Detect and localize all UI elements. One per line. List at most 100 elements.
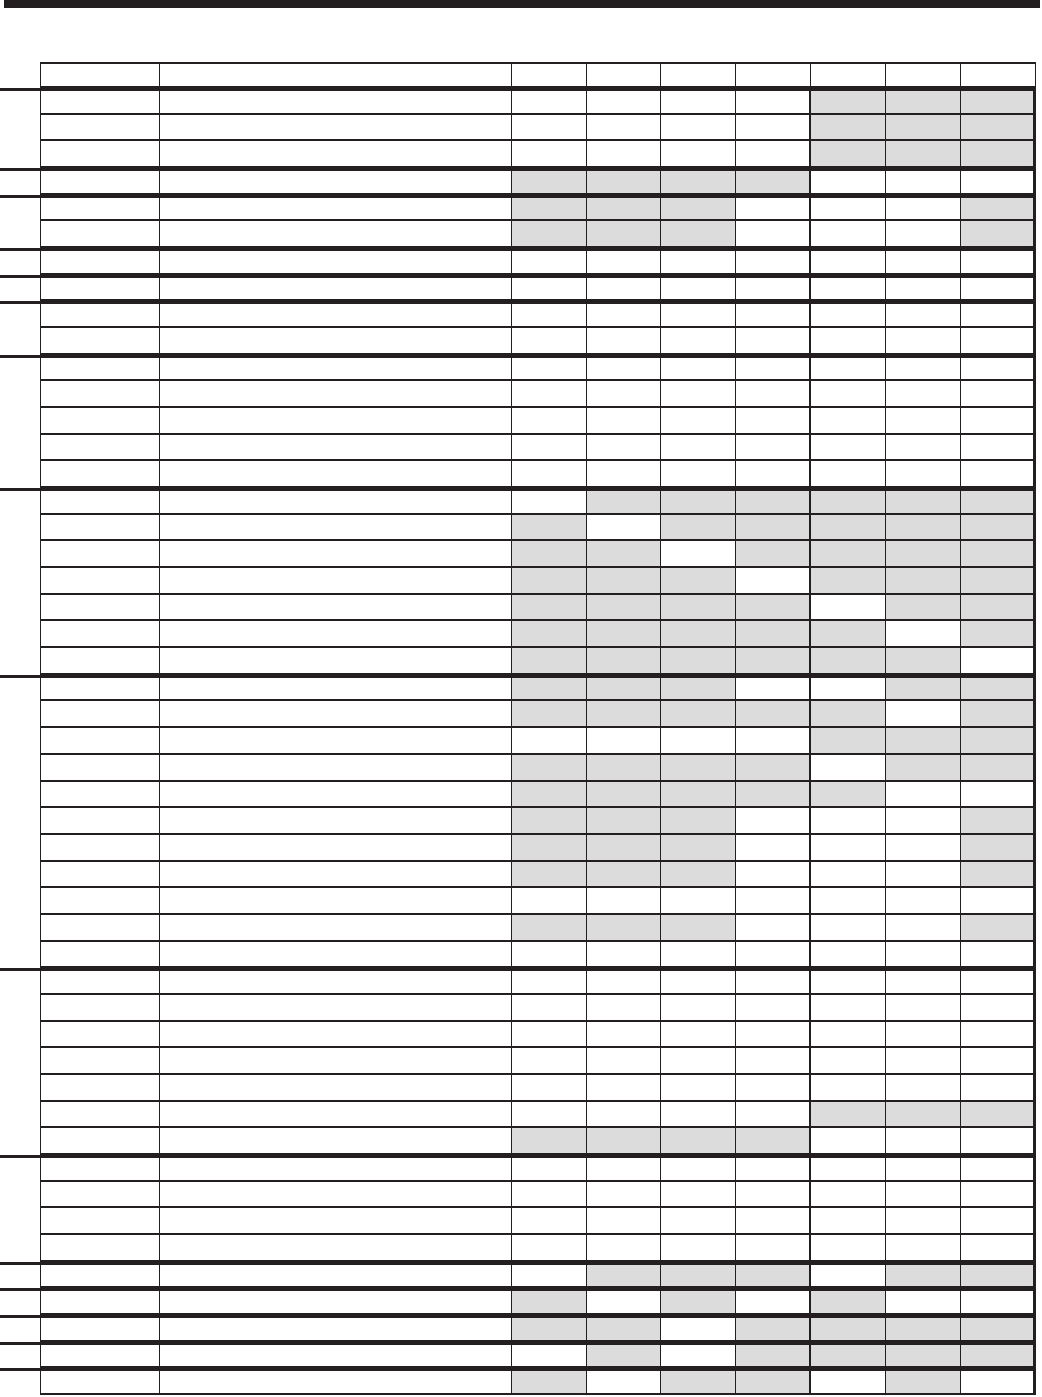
table-cell: [40, 675, 160, 701]
table-cell: [736, 621, 811, 648]
table-cell: [160, 355, 512, 381]
table-cell: [512, 168, 587, 195]
table-cell: [40, 888, 160, 915]
table-cell: [587, 1155, 661, 1182]
table-cell: [811, 915, 886, 942]
table-cell: [40, 195, 160, 221]
table-cell: [661, 675, 736, 701]
table-cell: [811, 808, 886, 835]
table-cell: [661, 1208, 736, 1235]
table-cell: [886, 408, 961, 435]
table-cell: [512, 381, 587, 408]
table-cell: [40, 1288, 160, 1315]
table-cell: [886, 1155, 961, 1182]
table-cell: [587, 461, 661, 488]
table-cell: [512, 1315, 587, 1342]
table-cell: [736, 1022, 811, 1048]
table-cell: [736, 808, 811, 835]
table-cell: [512, 595, 587, 621]
table-cell: [160, 1315, 512, 1342]
table-cell: [886, 248, 961, 275]
table-cell: [160, 275, 512, 301]
table-cell: [736, 115, 811, 141]
table-cell: [886, 728, 961, 755]
table-cell: [160, 1262, 512, 1288]
table-cell: [886, 221, 961, 248]
table-cell: [587, 1128, 661, 1155]
table-cell: [40, 995, 160, 1022]
table-cell: [661, 381, 736, 408]
table-cell: [811, 168, 886, 195]
table-cell: [661, 515, 736, 541]
table-cell: [160, 1208, 512, 1235]
table-cell: [886, 862, 961, 888]
table-cell: [587, 275, 661, 301]
table-cell: [961, 1155, 1036, 1182]
table-cell: [886, 488, 961, 515]
table-cell: [587, 1182, 661, 1208]
table-cell: [736, 1208, 811, 1235]
table-cell: [512, 115, 587, 141]
table-cell: [40, 328, 160, 355]
table-cell: [661, 915, 736, 942]
table-cell: [811, 355, 886, 381]
table-cell: [160, 701, 512, 728]
table-cell: [661, 1155, 736, 1182]
table-cell: [961, 1102, 1036, 1128]
table-cell: [961, 1342, 1036, 1368]
table-cell: [661, 995, 736, 1022]
table-cell: [160, 782, 512, 808]
table-cell: [40, 1048, 160, 1075]
table-cell: [661, 275, 736, 301]
table-cell: [512, 221, 587, 248]
table-cell: [886, 648, 961, 675]
table-cell: [587, 968, 661, 995]
table-cell: [661, 1368, 736, 1395]
table-cell: [512, 568, 587, 595]
table-cell: [587, 168, 661, 195]
table-cell: [961, 1315, 1036, 1342]
table-cell: [736, 835, 811, 862]
table-cell: [40, 115, 160, 141]
table-cell: [961, 168, 1036, 195]
table-cell: [736, 1075, 811, 1102]
table-cell: [736, 275, 811, 301]
table-cell: [40, 1235, 160, 1262]
table-cell: [961, 1208, 1036, 1235]
table-cell: [512, 1155, 587, 1182]
table-cell: [160, 621, 512, 648]
group-cell: [0, 355, 40, 488]
table-cell: [961, 675, 1036, 701]
table-cell: [736, 1048, 811, 1075]
table-cell: [736, 728, 811, 755]
table-cell: [160, 1288, 512, 1315]
table-cell: [961, 248, 1036, 275]
table-cell: [661, 355, 736, 381]
table-cell: [160, 968, 512, 995]
table-cell: [512, 461, 587, 488]
table-cell: [40, 1208, 160, 1235]
table-cell: [661, 1048, 736, 1075]
table-cell: [512, 1075, 587, 1102]
table-cell: [886, 275, 961, 301]
table-cell: [961, 888, 1036, 915]
table-cell: [661, 328, 736, 355]
table-cell: [886, 1262, 961, 1288]
table-cell: [961, 595, 1036, 621]
table-cell: [40, 1075, 160, 1102]
table-cell: [512, 408, 587, 435]
table-cell: [160, 1155, 512, 1182]
table-cell: [40, 942, 160, 968]
table-cell: [160, 595, 512, 621]
table-cell: [512, 755, 587, 782]
table-cell: [587, 88, 661, 115]
table-cell: [160, 381, 512, 408]
table-cell: [40, 488, 160, 515]
table-cell: [886, 968, 961, 995]
table-cell: [886, 1208, 961, 1235]
table-cell: [961, 755, 1036, 782]
table-cell: [811, 115, 886, 141]
table-cell: [736, 915, 811, 942]
table-cell: [512, 1262, 587, 1288]
table-cell: [811, 1315, 886, 1342]
